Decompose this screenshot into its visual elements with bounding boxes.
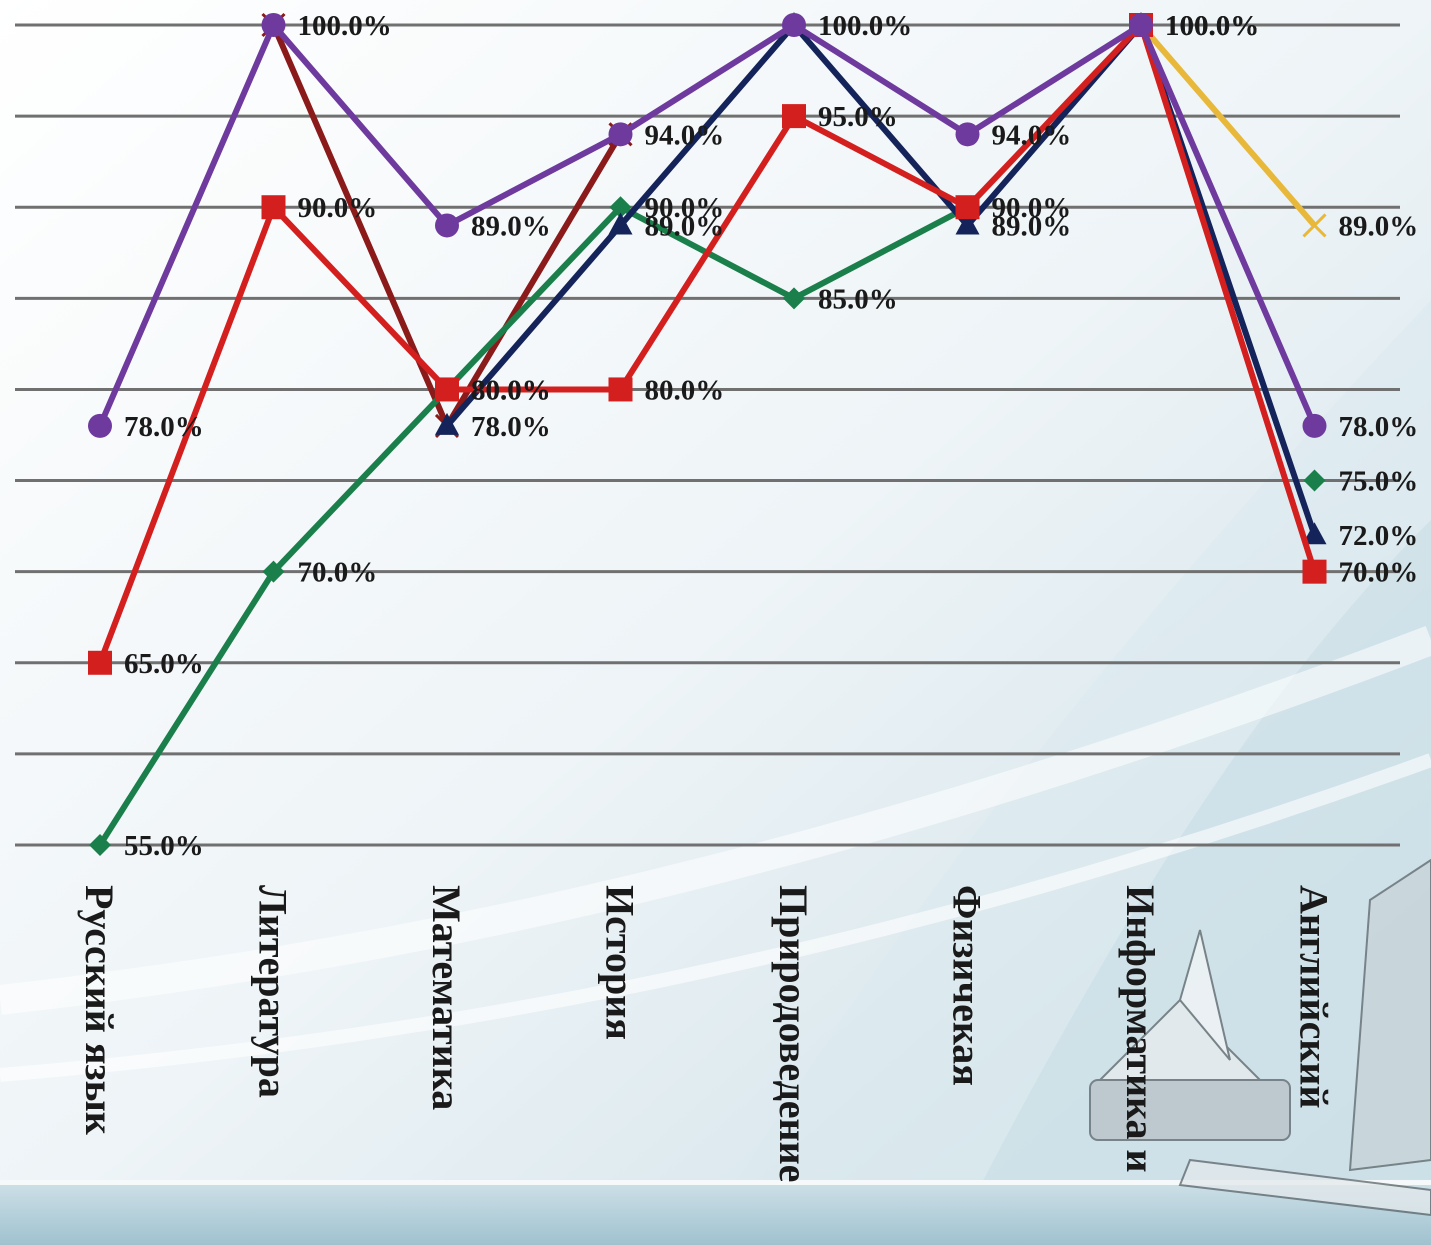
data-label: 70.0% — [298, 557, 378, 589]
data-label: 89.0% — [1339, 210, 1419, 242]
data-point — [608, 122, 633, 147]
data-point — [435, 412, 459, 435]
data-label: 78.0% — [1339, 411, 1419, 443]
category-label: Природоведение — [771, 885, 816, 1182]
data-point — [1303, 469, 1326, 492]
data-point — [261, 13, 286, 37]
data-label: 89.0% — [992, 210, 1072, 242]
data-label: 78.0% — [124, 411, 204, 443]
data-label: 95.0% — [818, 101, 898, 133]
data-point — [955, 195, 980, 220]
data-label: 90.0% — [298, 192, 378, 224]
data-label-layer: 89.0% 55.0% 70.0% 80.0% 90.0% 85.0% 75.0% 78.0%… — [124, 10, 1418, 862]
data-point — [435, 377, 459, 402]
series-line — [97, 22, 1318, 664]
data-label: 80.0% — [645, 374, 725, 406]
data-point — [608, 377, 633, 402]
data-point — [782, 13, 806, 37]
books-and-laptop-illustration — [1089, 858, 1431, 1217]
data-label: 89.0% — [471, 210, 551, 242]
category-label: История — [598, 885, 643, 1040]
category-label: Математика — [424, 885, 469, 1110]
data-point — [1302, 522, 1327, 545]
category-label: Русский язык — [77, 885, 122, 1135]
category-label: Английский — [1292, 885, 1337, 1109]
data-point — [608, 212, 633, 235]
category-label: Литература — [251, 885, 296, 1098]
data-label: 90.0% — [645, 192, 725, 224]
data-point — [435, 213, 459, 238]
data-label: 72.0% — [1339, 520, 1419, 552]
series-line — [97, 22, 1318, 428]
data-label: 100.0% — [1165, 10, 1259, 42]
data-point — [1302, 559, 1327, 584]
data-point — [261, 195, 286, 220]
data-label: 70.0% — [1339, 557, 1419, 589]
category-label: Физичекая — [945, 885, 990, 1086]
series-line — [1138, 23, 1317, 228]
data-label: 100.0% — [298, 10, 392, 42]
data-point — [1129, 13, 1153, 37]
data-label: 94.0% — [645, 119, 725, 151]
gridlines — [15, 23, 1400, 847]
data-label: 80.0% — [471, 374, 551, 406]
data-point — [782, 104, 806, 129]
category-label: Информатика и — [1118, 885, 1163, 1173]
data-label: 75.0% — [1339, 466, 1419, 498]
category-label-layer: Русский язык Литература Математика История П… — [77, 885, 1337, 1182]
data-label: 80.0% — [471, 374, 551, 406]
data-label: 55.0% — [124, 830, 204, 862]
data-label: 94.0% — [992, 119, 1072, 151]
data-label: 100.0% — [1165, 10, 1259, 42]
data-point — [1302, 413, 1327, 438]
data-label: 100.0% — [818, 10, 912, 42]
series-5 — [88, 13, 1327, 438]
data-point — [955, 212, 980, 235]
data-point — [783, 287, 805, 310]
series-layer — [88, 12, 1327, 856]
data-point — [1302, 213, 1327, 238]
data-point — [88, 413, 112, 438]
data-label: 85.0% — [818, 283, 898, 315]
data-label: 90.0% — [992, 192, 1072, 224]
data-label: 89.0% — [645, 210, 725, 242]
data-label: 65.0% — [124, 648, 204, 680]
data-point — [955, 122, 980, 147]
data-point — [609, 196, 632, 219]
data-point — [88, 650, 112, 675]
data-point — [89, 834, 111, 856]
data-point — [262, 560, 285, 583]
data-label: 78.0% — [471, 411, 551, 443]
